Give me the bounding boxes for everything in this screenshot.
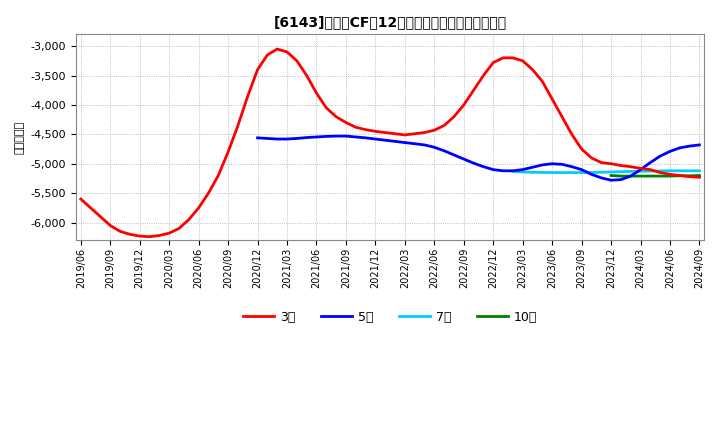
Y-axis label: （百万円）: （百万円） bbox=[15, 121, 25, 154]
Legend: 3年, 5年, 7年, 10年: 3年, 5年, 7年, 10年 bbox=[238, 306, 542, 329]
Title: [6143]　投賄CFの12か月移動合計の平均値の推移: [6143] 投賄CFの12か月移動合計の平均値の推移 bbox=[274, 15, 507, 29]
